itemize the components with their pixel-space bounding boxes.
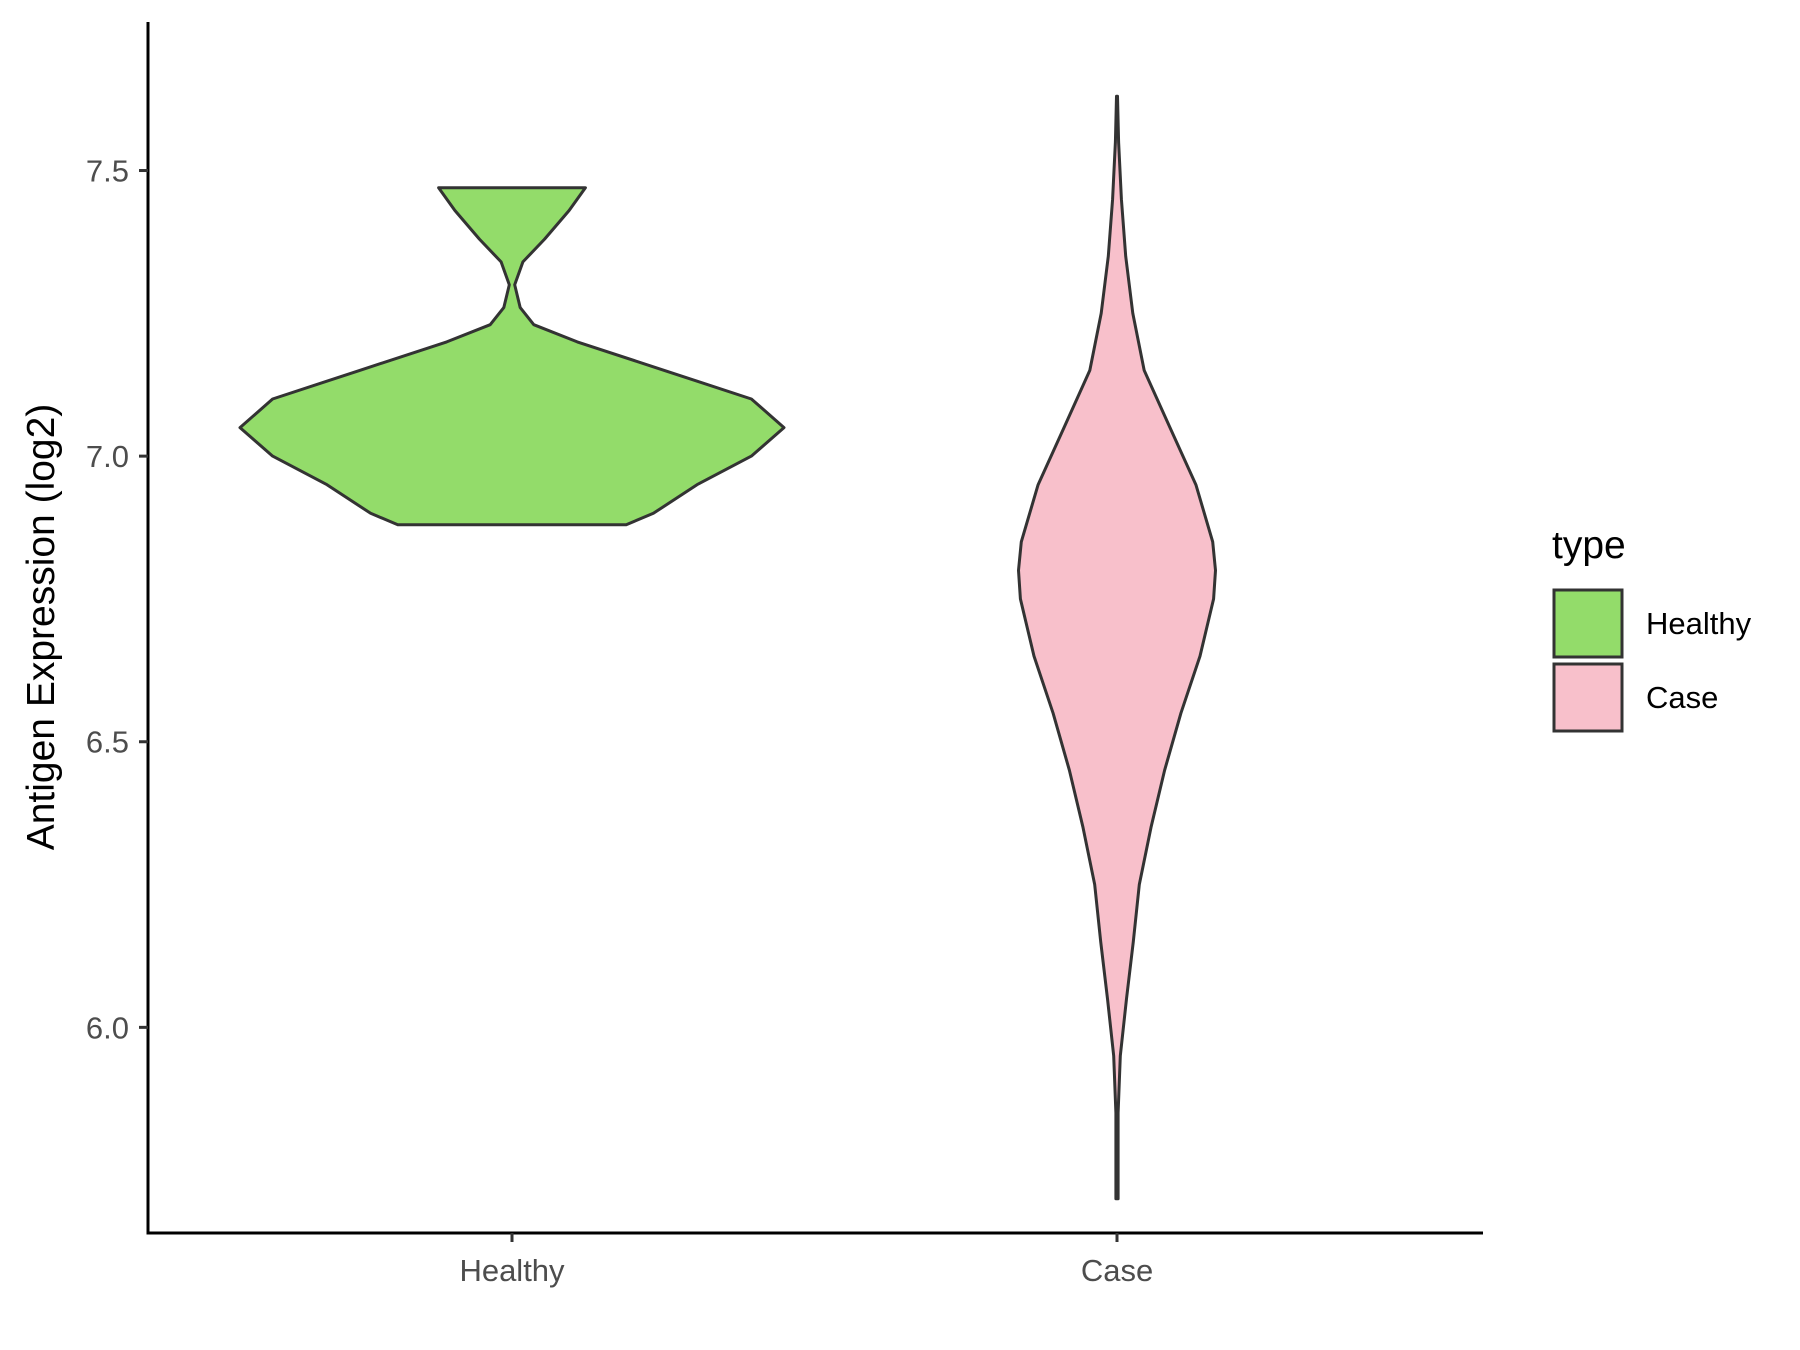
x-tick-label: Healthy [459, 1253, 565, 1288]
legend-title: type [1552, 524, 1626, 567]
y-tick-label: 7.5 [86, 154, 129, 189]
legend-key-case [1552, 662, 1624, 733]
x-ticks: Healthy Case [459, 1233, 1153, 1288]
y-tick-label: 6.5 [86, 725, 129, 760]
violin-healthy [238, 186, 786, 527]
y-axis-title: Antigen Expression (log2) [20, 404, 63, 851]
legend-key-healthy [1552, 588, 1624, 659]
y-ticks: 6.0 6.5 7.0 7.5 [86, 154, 148, 1045]
violin-case [1017, 94, 1217, 1201]
x-tick-label: Case [1081, 1253, 1153, 1288]
violin-group [238, 94, 1217, 1201]
y-tick-label: 6.0 [86, 1010, 129, 1045]
legend-label-case: Case [1646, 680, 1718, 715]
legend-label-healthy: Healthy [1646, 606, 1752, 641]
legend: type Healthy Case [1552, 524, 1752, 733]
y-tick-label: 7.0 [86, 439, 129, 474]
